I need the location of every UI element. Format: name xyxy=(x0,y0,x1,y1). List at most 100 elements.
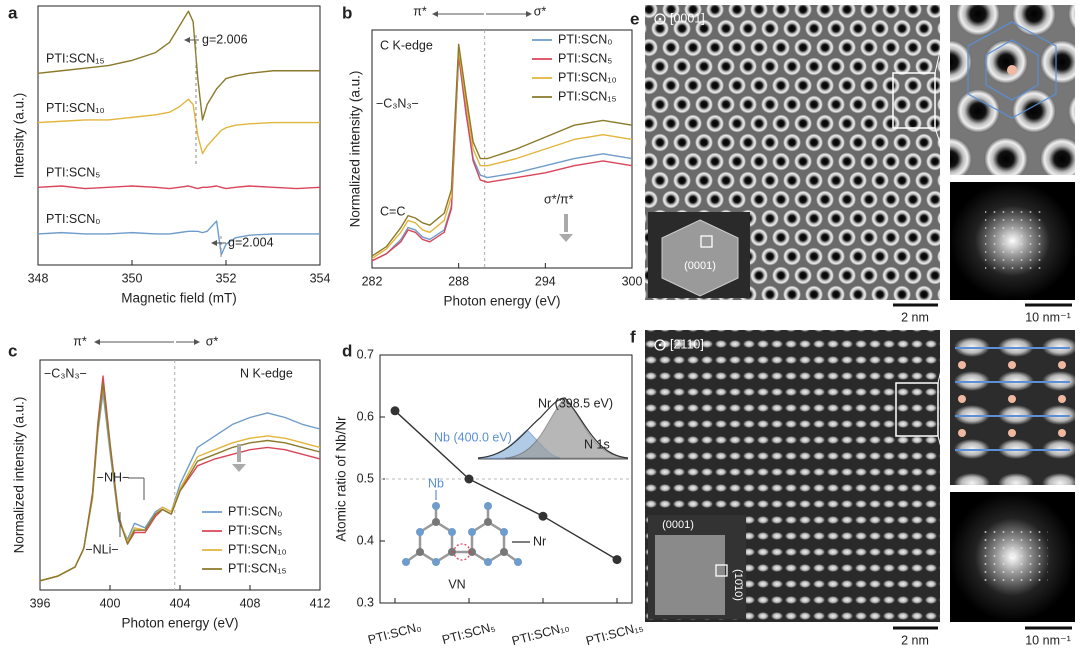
inset-label: (0001) xyxy=(684,260,716,272)
series-line xyxy=(371,43,633,257)
panel-letter: b xyxy=(342,3,352,22)
li-atom xyxy=(1007,65,1017,75)
y-tick-label: 0.6 xyxy=(357,409,374,423)
legend-label: PTI:SCN₅ xyxy=(558,51,612,65)
x-tick-label: 352 xyxy=(216,271,237,285)
legend-label: PTI:SCN₁₅ xyxy=(558,89,617,103)
annotation: −C₃N₃− xyxy=(376,96,419,110)
x-axis-label: Photon energy (eV) xyxy=(443,294,560,309)
legend-label: PTI:SCN₁₀ xyxy=(228,542,287,556)
zone-symbol xyxy=(654,13,666,25)
x-tick-label: 354 xyxy=(310,271,331,285)
annotation: N 1s xyxy=(584,437,610,451)
y-tick-label: 0.4 xyxy=(357,533,374,547)
crystal-shape xyxy=(661,219,739,297)
legend-label: PTI:SCN₅ xyxy=(228,523,282,537)
series-line xyxy=(39,382,321,582)
annotation: π* xyxy=(413,4,427,18)
annotation: π* xyxy=(73,334,87,348)
series-line xyxy=(37,10,320,121)
chart-panel-a: a Magnetic field (mT) Intensity (a.u.) 348 3… xyxy=(8,3,330,305)
y-tick-label: 0.3 xyxy=(357,595,374,609)
legend-label: PTI:SCN₁₀ xyxy=(558,70,617,84)
legend-label: PTI:SCN₀ xyxy=(46,212,101,226)
annotation: Nr xyxy=(533,534,546,548)
inset-label: (0001) xyxy=(662,519,694,531)
arrow-head xyxy=(559,234,573,242)
arrow-head xyxy=(432,11,438,17)
panel-letter: a xyxy=(8,3,18,22)
annotation: −NLi− xyxy=(85,542,118,556)
panel-letter: d xyxy=(342,341,352,360)
series-line xyxy=(394,410,618,561)
zone-symbol xyxy=(654,339,666,351)
legend-label: PTI:SCN₀ xyxy=(228,504,283,518)
zoom-line xyxy=(937,331,951,384)
fft-spots xyxy=(978,530,1048,586)
y-tick-label: 0.7 xyxy=(357,347,374,361)
y-axis-label: Intensity (a.u.) xyxy=(12,93,27,179)
annotation: −NH− xyxy=(97,470,130,484)
scale-bar-label: 10 nm⁻¹ xyxy=(1025,633,1071,647)
zoom-box xyxy=(892,72,936,129)
x-axis-label: Magnetic field (mT) xyxy=(121,291,237,306)
arrow-head xyxy=(211,240,217,246)
scale-bar-label: 2 nm xyxy=(901,633,929,647)
annotation: σ* xyxy=(534,4,547,18)
panel-letter: e xyxy=(630,9,639,28)
x-tick-label: 288 xyxy=(448,274,469,288)
plot-frame xyxy=(37,5,321,266)
scale-bar-label: 2 nm xyxy=(901,310,929,324)
zoom-line xyxy=(937,435,951,483)
x-tick-label: PTI:SCN₀ xyxy=(366,620,422,648)
chart-panel-c: c Photon energy (eV) Normalized intensity … xyxy=(8,334,330,630)
image-panel-f: f [2̄110] (0001) (10̄10) 2 nm 10 nm⁻¹ xyxy=(630,327,1075,647)
inset-label: (10̄10) xyxy=(732,569,744,601)
chart-panel-b: b Photon energy (eV) Normalized intensity … xyxy=(342,3,642,308)
annotation: σ*/π* xyxy=(544,192,574,206)
y-axis-label: Atomic ratio of Nb/Nr xyxy=(334,416,349,542)
image-panel-e: e [0001] (0001) 2 nm 10 nm⁻¹ xyxy=(630,5,1075,324)
scale-bar-label: 10 nm⁻¹ xyxy=(1025,310,1071,324)
x-tick-label: 396 xyxy=(30,596,51,610)
arrow-head xyxy=(184,37,190,43)
arrow-head xyxy=(232,464,246,472)
annotation: Nb (400.0 eV) xyxy=(434,430,512,444)
zone-symbol xyxy=(658,17,662,21)
data-point xyxy=(464,474,474,484)
x-tick-label: PTI:SCN₁₅ xyxy=(584,620,644,649)
zoom-line xyxy=(934,7,951,74)
annotation: N K-edge xyxy=(240,366,293,380)
structure-overlay xyxy=(967,21,1057,119)
zoom-line xyxy=(934,127,951,173)
zone-axis: [0001] xyxy=(670,11,705,25)
plot-frame xyxy=(371,29,633,269)
x-axis-label: Photon energy (eV) xyxy=(121,616,238,631)
li-atoms xyxy=(958,361,1066,437)
legend-label: PTI:SCN₁₅ xyxy=(46,52,105,66)
x-tick-label: 300 xyxy=(622,274,643,288)
zoom-image xyxy=(950,5,1075,175)
y-tick-label: 0.5 xyxy=(357,471,374,485)
legend-label: PTI:SCN₁₀ xyxy=(46,101,105,115)
zone-axis: [2̄110] xyxy=(670,337,704,351)
structure-overlay xyxy=(955,347,1070,451)
zoom-image xyxy=(950,330,1075,485)
data-point xyxy=(538,511,548,521)
x-tick-label: 400 xyxy=(100,596,121,610)
annotation: VN xyxy=(448,577,465,591)
x-tick-label: 282 xyxy=(362,274,383,288)
series-line xyxy=(37,98,320,155)
y-axis-label: Normalized intensity (a.u.) xyxy=(12,397,27,554)
annotation: C=C xyxy=(380,204,405,218)
arrow-head xyxy=(94,339,100,345)
chart-panel-d: d Atomic ratio of Nb/Nr 0.3 0.4 0.5 0.6 0.7 PTI… xyxy=(334,341,645,648)
annotation: Nr (398.5 eV) xyxy=(538,396,613,410)
annotation: σ* xyxy=(206,334,219,348)
x-tick-label: 348 xyxy=(28,271,49,285)
data-point xyxy=(390,406,400,416)
legend-label: PTI:SCN₁₅ xyxy=(228,561,287,575)
annotation: g=2.004 xyxy=(228,235,274,249)
